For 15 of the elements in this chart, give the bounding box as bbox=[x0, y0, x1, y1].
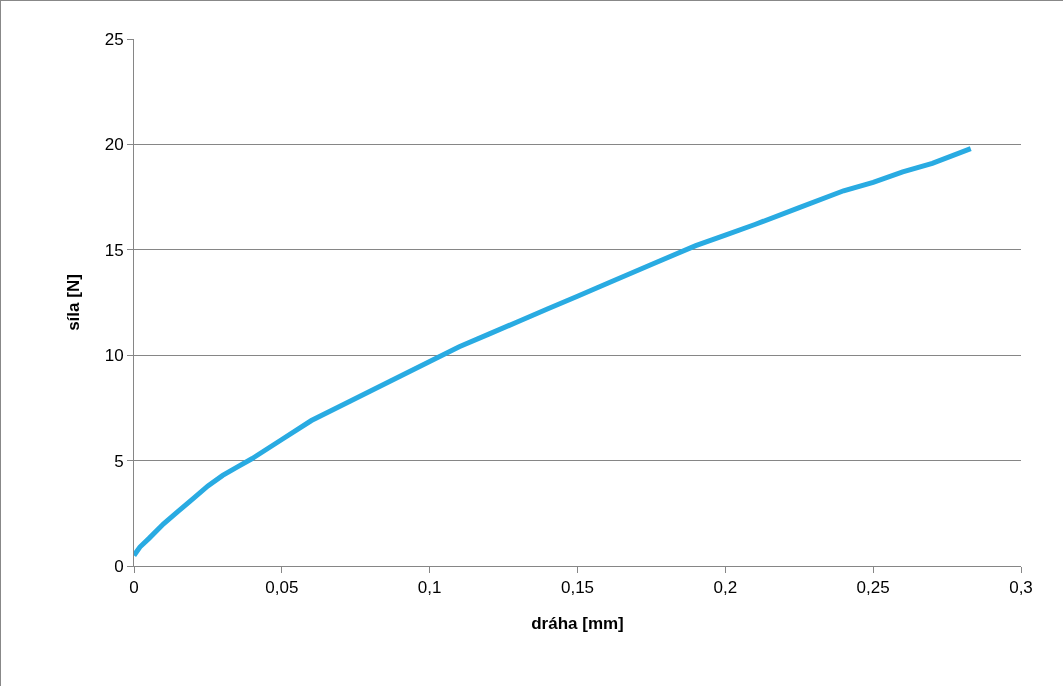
y-tick-label: 0 bbox=[114, 556, 124, 576]
x-axis-title: dráha [mm] bbox=[531, 613, 624, 633]
y-tick-label: 10 bbox=[104, 346, 124, 366]
y-tick-label: 20 bbox=[104, 135, 124, 155]
x-tick-label: 0,2 bbox=[713, 578, 738, 598]
y-tick-label: 25 bbox=[104, 29, 124, 49]
x-tick-label: 0,1 bbox=[417, 578, 442, 598]
x-tick-label: 0,25 bbox=[856, 578, 890, 598]
y-axis-title: síla [N] bbox=[64, 274, 84, 331]
x-tick-label: 0,05 bbox=[265, 578, 299, 598]
x-tick-label: 0,15 bbox=[560, 578, 595, 598]
y-tick-label: 15 bbox=[104, 240, 124, 260]
x-tick-label: 0 bbox=[129, 578, 139, 598]
y-tick-label: 5 bbox=[114, 451, 124, 471]
x-tick-label: 0,3 bbox=[1009, 578, 1033, 598]
